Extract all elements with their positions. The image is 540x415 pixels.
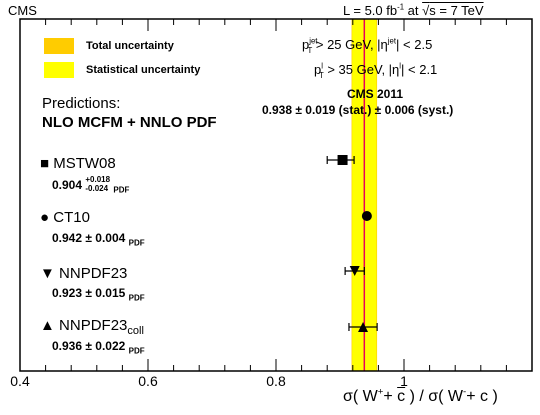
x-tick-label: 0.6 (138, 373, 158, 389)
measurement-value: 0.938 ± 0.019 (stat.) ± 0.006 (syst.) (262, 103, 454, 117)
data-point-circle (361, 211, 372, 221)
luminosity-label: L = 5.0 fb-1 at √s = 7 TeV (343, 2, 484, 18)
x-tick-label: 1 (400, 373, 408, 389)
measurement-label: CMS 2011 (347, 87, 404, 101)
predictions-subtitle: NLO MCFM + NNLO PDF (42, 114, 217, 131)
predictions-title: Predictions: (42, 95, 121, 112)
prediction-nnpdf23coll-value: 0.936 ± 0.022 PDF (52, 339, 145, 356)
data-point-square (337, 155, 348, 165)
prediction-mstw08-label: ■ MSTW08 (40, 155, 116, 172)
prediction-nnpdf23-value: 0.923 ± 0.015 PDF (52, 286, 145, 303)
stat-uncertainty-swatch (44, 62, 74, 78)
prediction-ct10-value: 0.942 ± 0.004 PDF (52, 231, 145, 248)
lepton-cut-label: plT > 35 GeV, |ηl| < 2.1 (314, 61, 438, 80)
x-axis-title: σ( W++ c ) / σ( W-+ c ) (343, 386, 498, 405)
prediction-nnpdf23-label: ▼ NNPDF23 (40, 265, 128, 282)
total-uncertainty-label: Total uncertainty (86, 40, 174, 52)
total-uncertainty-swatch (44, 38, 74, 54)
data-point-triangle-down (349, 266, 360, 276)
jet-cut-label: pjetT > 25 GeV, |ηjet| < 2.5 (302, 36, 433, 55)
prediction-ct10-label: ● CT10 (40, 209, 90, 226)
data-point-triangle-up (358, 322, 369, 332)
experiment-label: CMS (8, 3, 37, 18)
x-tick-label: 0.8 (266, 373, 286, 389)
prediction-nnpdf23coll-label: ▲ NNPDF23coll (40, 317, 144, 337)
prediction-mstw08-value: 0.904 +0.018 -0.024 PDF (52, 175, 130, 195)
stat-uncertainty-label: Statistical uncertainty (86, 64, 201, 76)
x-tick-label: 0.4 (10, 373, 30, 389)
